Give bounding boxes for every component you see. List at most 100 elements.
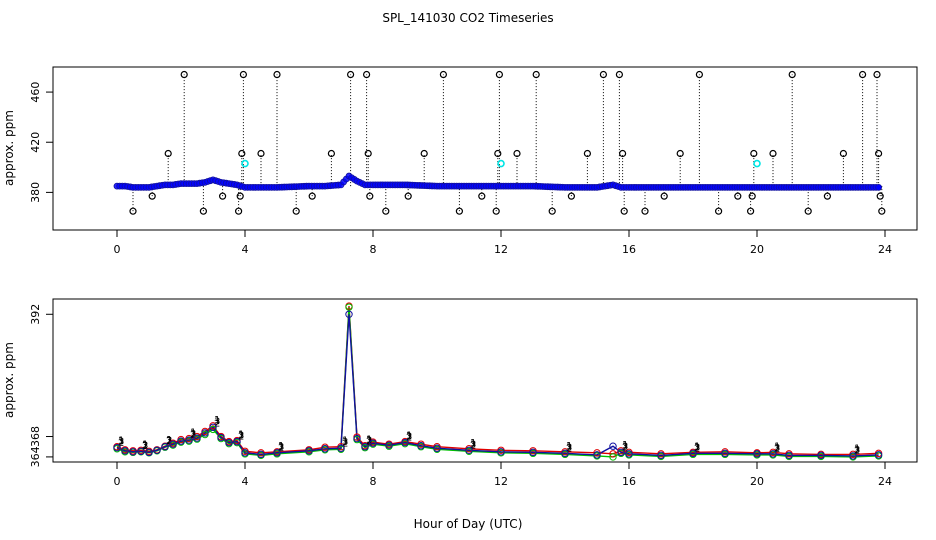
- series-point-3: [233, 437, 241, 446]
- flag-point: [714, 207, 723, 215]
- series-point-3: [625, 450, 633, 458]
- series-point-3: [497, 448, 505, 456]
- flag-point: [492, 207, 500, 215]
- top-x-tick-label: 4: [242, 243, 249, 256]
- series-label-3: 3: [694, 442, 700, 453]
- series-point-3: [561, 449, 569, 458]
- series-point-3: [161, 443, 169, 451]
- flag-point: [513, 149, 521, 158]
- series-point-3: [305, 447, 313, 455]
- series-label-1: 1: [214, 415, 220, 426]
- series-point-3: [593, 451, 601, 459]
- top-y-axis: 380 420 460: [29, 82, 54, 203]
- bottom-plot-frame: [52, 298, 918, 463]
- flag-point: [532, 70, 540, 79]
- series-point-3: [417, 442, 425, 450]
- series-label-3: 3: [854, 445, 860, 456]
- flag-point: [494, 149, 502, 158]
- series-point-3: [145, 448, 153, 457]
- series-point-3: [257, 450, 265, 459]
- series-label-1: 1: [342, 436, 348, 447]
- series-point-3: [785, 451, 793, 460]
- flag-point: [788, 70, 796, 79]
- series-label-3: 3: [342, 437, 348, 448]
- cyan-point: [241, 159, 249, 168]
- series-point-2: [209, 425, 217, 434]
- series-point-3: [201, 429, 209, 437]
- series-point-3: [657, 451, 665, 460]
- series-label-1: 1: [238, 430, 244, 441]
- flag-point: [874, 149, 883, 158]
- series-point-3: [345, 310, 353, 318]
- series-label-3: 3: [214, 416, 220, 427]
- flag-point: [676, 149, 684, 158]
- flag-point: [129, 207, 137, 215]
- flag-point: [235, 207, 243, 215]
- flag-point: [878, 207, 886, 215]
- series-point-3: [185, 436, 193, 444]
- series-label-1: 1: [854, 443, 860, 454]
- bottom-y-axis-label: approx. ppm: [2, 342, 16, 418]
- series-label-1: 1: [142, 439, 148, 450]
- series-point-3: [137, 447, 145, 456]
- top-x-tick-label: 24: [878, 243, 892, 256]
- series-label-2: 2: [190, 430, 196, 441]
- top-x-tick-label: 12: [494, 243, 508, 256]
- series-label-1: 1: [278, 441, 284, 452]
- flag-point: [420, 149, 428, 158]
- flag-point: [769, 149, 777, 158]
- flag-point: [364, 149, 372, 158]
- series-label-3: 3: [622, 441, 628, 452]
- series-point-3: [337, 444, 345, 452]
- flag-point: [660, 192, 668, 200]
- top-plot-frame: [52, 66, 918, 231]
- series-point-3: [609, 442, 617, 450]
- flag-point: [620, 207, 628, 215]
- flag-point: [404, 192, 412, 200]
- series-label-3: 3: [118, 437, 124, 448]
- flag-point: [257, 149, 265, 158]
- series-label-1: 1: [622, 440, 628, 451]
- series-label-2: 2: [118, 438, 124, 449]
- series-point-3: [353, 434, 361, 443]
- series-label-2: 2: [566, 443, 572, 454]
- bottom-x-tick-label: 16: [622, 475, 636, 488]
- series-point-2: [609, 453, 617, 461]
- flag-point: [347, 70, 355, 79]
- series-label-2: 2: [278, 443, 284, 454]
- series-label-2: 2: [406, 433, 412, 444]
- flag-point: [199, 207, 207, 215]
- series-point-2: [345, 303, 353, 311]
- series-label-3: 3: [366, 436, 372, 447]
- flag-point: [804, 207, 812, 215]
- bottom-series-lines: [116, 306, 879, 458]
- series-point-3: [849, 452, 857, 460]
- flag-point: [746, 207, 755, 215]
- bottom-x-axis: 0 4 8 12 16 20 24: [114, 461, 892, 488]
- series-label-1: 1: [566, 441, 572, 452]
- flag-point: [599, 70, 608, 79]
- series-label-2: 2: [166, 436, 172, 447]
- series-label-2: 2: [342, 438, 348, 449]
- series-label-3: 3: [238, 431, 244, 442]
- flag-point: [164, 149, 172, 158]
- flag-point: [455, 207, 463, 215]
- top-y-tick-label: 420: [29, 132, 42, 153]
- top-y-tick-label: 380: [29, 182, 42, 203]
- flag-point: [858, 70, 867, 79]
- top-panel: approx. ppm 0 4 8 12 16 20 24 380 420 460: [2, 66, 918, 256]
- series-label-3: 3: [166, 436, 172, 447]
- series-label-1: 1: [694, 441, 700, 452]
- flag-point: [439, 70, 447, 79]
- series-point-3: [433, 444, 441, 452]
- series-line-2: [116, 307, 879, 458]
- bottom-y-tick-label: 364: [29, 446, 42, 467]
- flag-point: [748, 192, 756, 200]
- series-label-2: 2: [622, 442, 628, 453]
- series-label-1: 1: [166, 435, 172, 446]
- series-label-2: 2: [238, 432, 244, 443]
- series-point-3: [401, 438, 409, 447]
